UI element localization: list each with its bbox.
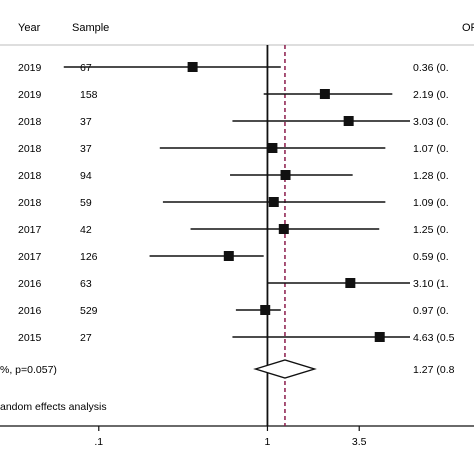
study-marker [345, 278, 356, 288]
study-marker [267, 143, 278, 153]
study-marker [278, 224, 289, 234]
row-year: 2015 [18, 332, 42, 344]
study-marker [187, 62, 198, 72]
row-sample: 126 [80, 251, 98, 263]
study-marker [223, 251, 234, 261]
header-sample: Sample [72, 22, 109, 34]
row-or-text: 1.07 (0. [413, 143, 449, 155]
study-marker [374, 332, 385, 342]
row-year: 2017 [18, 251, 42, 263]
study-marker [343, 116, 354, 126]
row-year: 2019 [18, 62, 42, 74]
row-year: 2018 [18, 197, 42, 209]
row-sample: 94 [80, 170, 92, 182]
row-year: 2016 [18, 305, 42, 317]
x-tick-label: 3.5 [352, 436, 367, 448]
row-or-text: 0.36 (0. [413, 62, 449, 74]
row-or-text: 3.10 (1. [413, 278, 449, 290]
row-year: 2018 [18, 143, 42, 155]
row-sample: 63 [80, 278, 92, 290]
row-or-text: 2.19 (0. [413, 89, 449, 101]
header-or: OR [462, 22, 474, 34]
row-or-text: 0.97 (0. [413, 305, 449, 317]
row-sample: 37 [80, 143, 92, 155]
row-sample: 59 [80, 197, 92, 209]
row-sample: 158 [80, 89, 98, 101]
row-year: 2016 [18, 278, 42, 290]
study-marker [268, 197, 279, 207]
study-rows: 2019 67 0.36 (0. 2019 158 2.19 (0. 2018 37 3.03 … [18, 62, 455, 344]
row-or-text: 3.03 (0. [413, 116, 449, 128]
study-marker [260, 305, 271, 315]
row-sample: 529 [80, 305, 98, 317]
study-marker [319, 89, 330, 99]
row-or-text: 4.63 (0.5 [413, 332, 455, 344]
row-or-text: 1.09 (0. [413, 197, 449, 209]
study-marker [280, 170, 291, 180]
overall-or-text: 1.27 (0.8 [413, 364, 455, 376]
row-sample: 67 [80, 62, 92, 74]
row-year: 2018 [18, 170, 42, 182]
x-tick-label: .1 [94, 436, 103, 448]
row-sample: 42 [80, 224, 92, 236]
row-or-text: 0.59 (0. [413, 251, 449, 263]
row-year: 2017 [18, 224, 42, 236]
pooled-diamond [253, 359, 317, 379]
header-year: Year [18, 22, 41, 34]
row-sample: 37 [80, 116, 92, 128]
forest-marks: .1 1 3.5 [63, 45, 410, 448]
row-or-text: 1.28 (0. [413, 170, 449, 182]
x-tick-label: 1 [265, 436, 271, 448]
footnote: andom effects analysis [0, 401, 107, 413]
row-year: 2018 [18, 116, 42, 128]
row-or-text: 1.25 (0. [413, 224, 449, 236]
row-year: 2019 [18, 89, 42, 101]
overall-label: %, p=0.057) [0, 364, 57, 376]
row-sample: 27 [80, 332, 92, 344]
